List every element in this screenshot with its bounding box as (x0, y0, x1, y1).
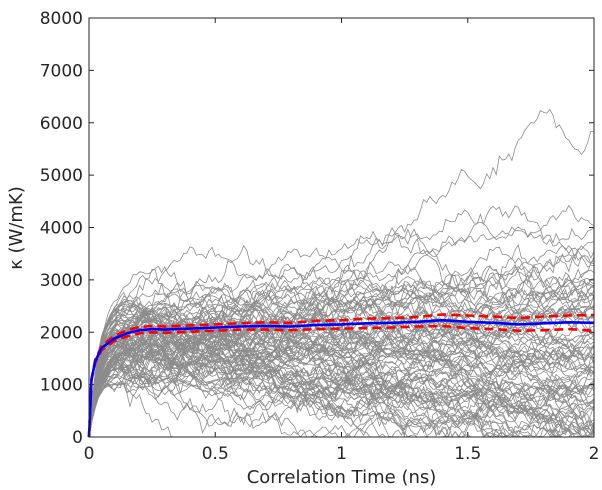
x-axis-ticks: 0 0.5 1 1.5 2 (84, 18, 600, 464)
run-line (88, 337, 594, 438)
run-line (88, 367, 594, 438)
run-line (88, 266, 595, 438)
run-line (88, 303, 595, 438)
x-axis-label: Correlation Time (ns) (247, 467, 437, 488)
run-line (88, 301, 595, 438)
x-tick-label: 2 (589, 444, 600, 464)
run-line (88, 372, 595, 438)
y-tick-label: 2000 (40, 323, 83, 343)
run-line (88, 361, 595, 438)
run-line (88, 335, 595, 438)
run-line (88, 204, 595, 438)
x-tick-label: 1 (336, 444, 347, 464)
run-line (88, 277, 595, 438)
y-tick-label: 4000 (40, 219, 83, 239)
run-line (88, 369, 595, 438)
run-line (88, 318, 595, 438)
series-layer (87, 313, 595, 438)
run-line (88, 253, 595, 438)
lower-bound-line (87, 324, 595, 438)
run-line (88, 244, 595, 438)
y-axis-label: κ (W/mK) (6, 186, 27, 270)
y-tick-label: 0 (72, 428, 83, 448)
run-line (88, 276, 595, 438)
y-axis-ticks: 0 1000 2000 3000 4000 5000 6000 7000 8000 (40, 9, 594, 448)
run-line (88, 363, 595, 438)
y-tick-label: 3000 (40, 271, 83, 291)
x-tick-label: 0.5 (202, 444, 229, 464)
mean-line (87, 318, 595, 438)
run-line (88, 323, 595, 438)
run-line (88, 363, 595, 438)
run-line (88, 277, 595, 438)
y-tick-label: 6000 (40, 114, 83, 134)
run-line (88, 305, 595, 438)
run-line (88, 241, 595, 438)
x-tick-label: 1.5 (454, 444, 481, 464)
run-line (88, 375, 594, 438)
x-tick-label: 0 (84, 444, 95, 464)
y-tick-label: 8000 (40, 9, 83, 29)
run-line (88, 209, 595, 438)
run-line (88, 108, 595, 438)
upper-bound-line (87, 313, 595, 438)
run-line (88, 278, 595, 438)
y-tick-label: 1000 (40, 376, 83, 396)
run-line (88, 308, 595, 438)
y-tick-label: 5000 (40, 166, 83, 186)
y-tick-label: 7000 (40, 61, 83, 81)
run-line (88, 307, 595, 438)
run-line (88, 233, 595, 438)
run-line (88, 263, 595, 438)
